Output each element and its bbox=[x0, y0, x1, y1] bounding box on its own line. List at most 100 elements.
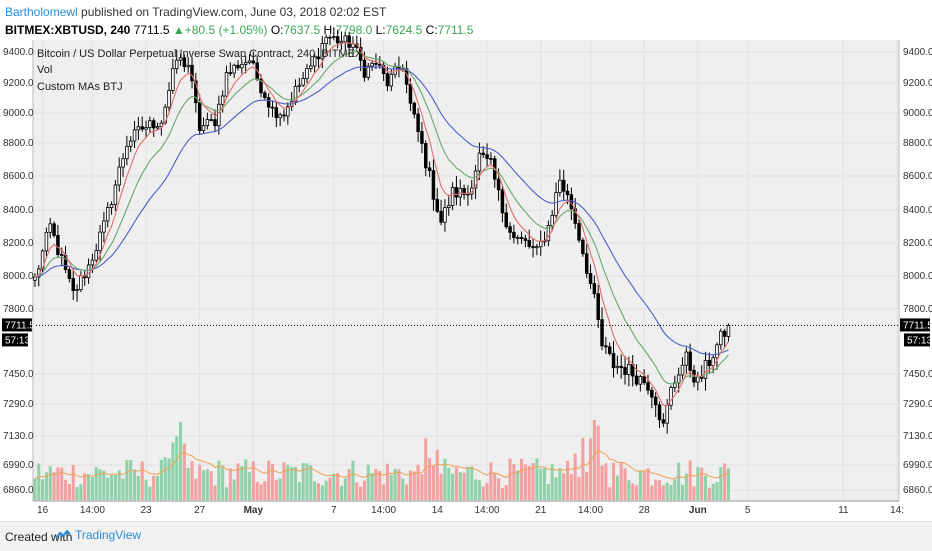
candle-body bbox=[167, 90, 171, 108]
candle bbox=[466, 185, 470, 206]
candle bbox=[109, 201, 114, 215]
last-price: 7711.5 bbox=[133, 23, 170, 37]
volume-bar bbox=[60, 467, 64, 500]
candle-body bbox=[607, 346, 612, 354]
volume-bar bbox=[247, 472, 252, 500]
candle-body bbox=[105, 207, 110, 222]
volume-bar bbox=[431, 465, 435, 500]
candle bbox=[489, 152, 493, 166]
candle bbox=[174, 49, 179, 74]
volume-bar bbox=[604, 463, 608, 500]
volume-bar bbox=[244, 459, 248, 500]
candle-body bbox=[251, 60, 256, 64]
legend-title[interactable]: Bitcoin / US Dollar Perpetual Inverse Sw… bbox=[37, 48, 363, 60]
volume-bar bbox=[680, 484, 685, 500]
volume-bar bbox=[121, 478, 125, 500]
volume-bar bbox=[240, 466, 244, 500]
volume-bar bbox=[209, 471, 213, 500]
volume-bar bbox=[554, 477, 558, 500]
volume-bar bbox=[87, 474, 91, 500]
svg-text:7711.5: 7711.5 bbox=[5, 320, 35, 331]
candle bbox=[194, 72, 198, 113]
volume-bar bbox=[454, 467, 458, 500]
volume-bar bbox=[117, 470, 121, 500]
volume-bar bbox=[33, 478, 37, 500]
candle-body bbox=[512, 231, 516, 239]
volume-bar bbox=[416, 464, 420, 500]
candle-body bbox=[596, 293, 600, 320]
candle-body bbox=[531, 246, 535, 248]
volume-ma-line bbox=[34, 449, 729, 480]
legend-mas[interactable]: Custom MAs BTJ bbox=[37, 81, 123, 93]
low-label: L: bbox=[375, 23, 386, 37]
candle bbox=[581, 237, 585, 257]
volume-bar bbox=[489, 462, 493, 500]
candle bbox=[435, 188, 440, 214]
y-axis-right[interactable]: 9400.0 9200.0 9000.0 8800.0 8600.0 8400.0 8200… bbox=[903, 47, 932, 496]
candle-body bbox=[554, 192, 558, 216]
volume-bar bbox=[64, 479, 68, 500]
candle-body bbox=[128, 140, 133, 147]
candle bbox=[312, 53, 317, 73]
candle-body bbox=[653, 396, 658, 406]
y-axis-left[interactable]: 9400.0 9200.0 9000.0 8800.0 8600.0 8400.0 8200… bbox=[3, 47, 34, 496]
candle bbox=[278, 112, 282, 127]
candle-body bbox=[297, 84, 302, 87]
tradingview-link[interactable]: TradingView bbox=[55, 528, 141, 542]
candle bbox=[94, 243, 98, 263]
countdown-badge-right: 57:13 bbox=[904, 333, 932, 347]
candle-body bbox=[132, 129, 137, 142]
volume-bar bbox=[535, 458, 539, 500]
candle-body bbox=[197, 102, 202, 131]
volume-bar bbox=[48, 466, 52, 500]
legend-volume[interactable]: Vol bbox=[37, 64, 52, 76]
author-link[interactable]: Bartholomewl bbox=[5, 5, 78, 19]
volume-bar bbox=[140, 461, 144, 500]
y-tick-label-left: 7290.0 bbox=[3, 399, 34, 410]
y-tick-label-right: 8800.0 bbox=[903, 138, 932, 149]
candle-body bbox=[565, 190, 570, 196]
chart-canvas[interactable]: 9400.0 9200.0 9000.0 8800.0 8600.0 8400.0 8200… bbox=[0, 0, 932, 520]
volume-bar bbox=[531, 463, 535, 500]
x-tick-label: 14 bbox=[432, 505, 444, 516]
volume-bar bbox=[110, 474, 114, 500]
x-axis[interactable]: 16 14:00 23 27 May 7 14:00 14 14:00 21 14:00 28 Jun 5… bbox=[33, 500, 904, 516]
volume-bar bbox=[596, 425, 600, 500]
volume-bars bbox=[33, 420, 731, 500]
candle-body bbox=[243, 62, 248, 65]
close-value: 7711.5 bbox=[437, 23, 474, 37]
candle bbox=[240, 59, 244, 74]
volume-bar bbox=[297, 482, 301, 500]
candle-body bbox=[293, 86, 298, 103]
candle-body bbox=[523, 238, 528, 241]
y-tick-label-right: 6990.0 bbox=[903, 460, 932, 471]
volume-bar bbox=[113, 474, 117, 500]
candle bbox=[370, 59, 374, 71]
volume-bar bbox=[623, 468, 627, 500]
candle bbox=[366, 62, 371, 81]
candle-body bbox=[217, 103, 221, 127]
plot-area[interactable] bbox=[33, 40, 899, 501]
candle bbox=[52, 221, 56, 238]
volume-bar bbox=[688, 460, 692, 500]
candle bbox=[232, 63, 236, 79]
volume-bar bbox=[700, 467, 704, 500]
candle bbox=[144, 120, 148, 138]
volume-bar bbox=[125, 460, 129, 500]
candle bbox=[339, 31, 344, 51]
symbol-label[interactable]: BITMEX:XBTUSD, 240 bbox=[5, 23, 131, 37]
candle-body bbox=[309, 65, 313, 69]
candle-body bbox=[52, 223, 56, 236]
candle bbox=[447, 194, 451, 216]
candle-body bbox=[439, 210, 443, 223]
candle bbox=[286, 102, 290, 125]
volume-bar bbox=[715, 482, 719, 500]
candle bbox=[627, 356, 631, 387]
candle-body bbox=[79, 275, 83, 290]
x-tick-label: 14:00 bbox=[371, 505, 396, 516]
volume-bar bbox=[366, 464, 370, 500]
volume-bar bbox=[401, 478, 405, 500]
candle bbox=[596, 284, 600, 329]
candle bbox=[642, 369, 646, 386]
volume-bar bbox=[328, 477, 332, 500]
